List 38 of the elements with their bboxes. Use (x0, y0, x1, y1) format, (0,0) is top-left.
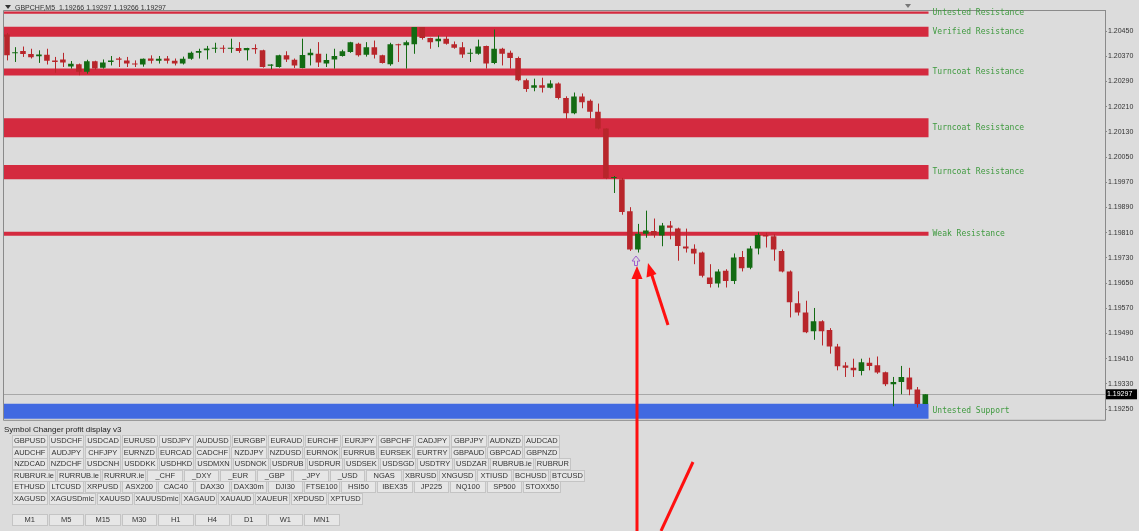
candlestick (595, 103, 601, 130)
candlestick (643, 210, 649, 239)
candlestick (635, 223, 641, 254)
candlestick (690, 243, 697, 265)
candlestick (674, 227, 681, 262)
candlestick (403, 40, 410, 70)
candlestick (667, 220, 673, 240)
band-label: Untested Resistance (932, 7, 1025, 17)
candlestick (467, 48, 473, 63)
candlestick (714, 268, 721, 289)
band-label: Untested Support (932, 406, 1010, 416)
candlestick (12, 46, 18, 63)
band-label: Verified Resistance (932, 26, 1025, 36)
candlestick (746, 245, 753, 270)
candlestick (587, 98, 593, 119)
candlestick (834, 343, 841, 371)
candlestick (299, 38, 306, 69)
text: Symbol Changer profit display v3 (4, 425, 123, 434)
candlestick (698, 251, 705, 278)
candlestick (659, 222, 665, 247)
candlestick (395, 43, 402, 63)
candlestick (802, 300, 809, 334)
band-label: Turncoat Resistance (932, 167, 1025, 177)
candlestick (651, 218, 657, 239)
candlestick (387, 42, 394, 67)
candlestick (706, 263, 713, 289)
candlestick (515, 56, 521, 82)
candlestick (611, 175, 617, 194)
band-label: Weak Resistance (932, 228, 1005, 238)
candlestick (315, 41, 322, 68)
band-label: Turncoat Resistance (932, 122, 1025, 132)
candlestick (906, 367, 913, 396)
candlestick (571, 92, 577, 115)
candlestick (4, 32, 10, 61)
band-label: Turncoat Resistance (932, 67, 1025, 77)
candlestick (411, 26, 418, 55)
candlestick (491, 29, 497, 65)
candlestick (563, 95, 569, 120)
